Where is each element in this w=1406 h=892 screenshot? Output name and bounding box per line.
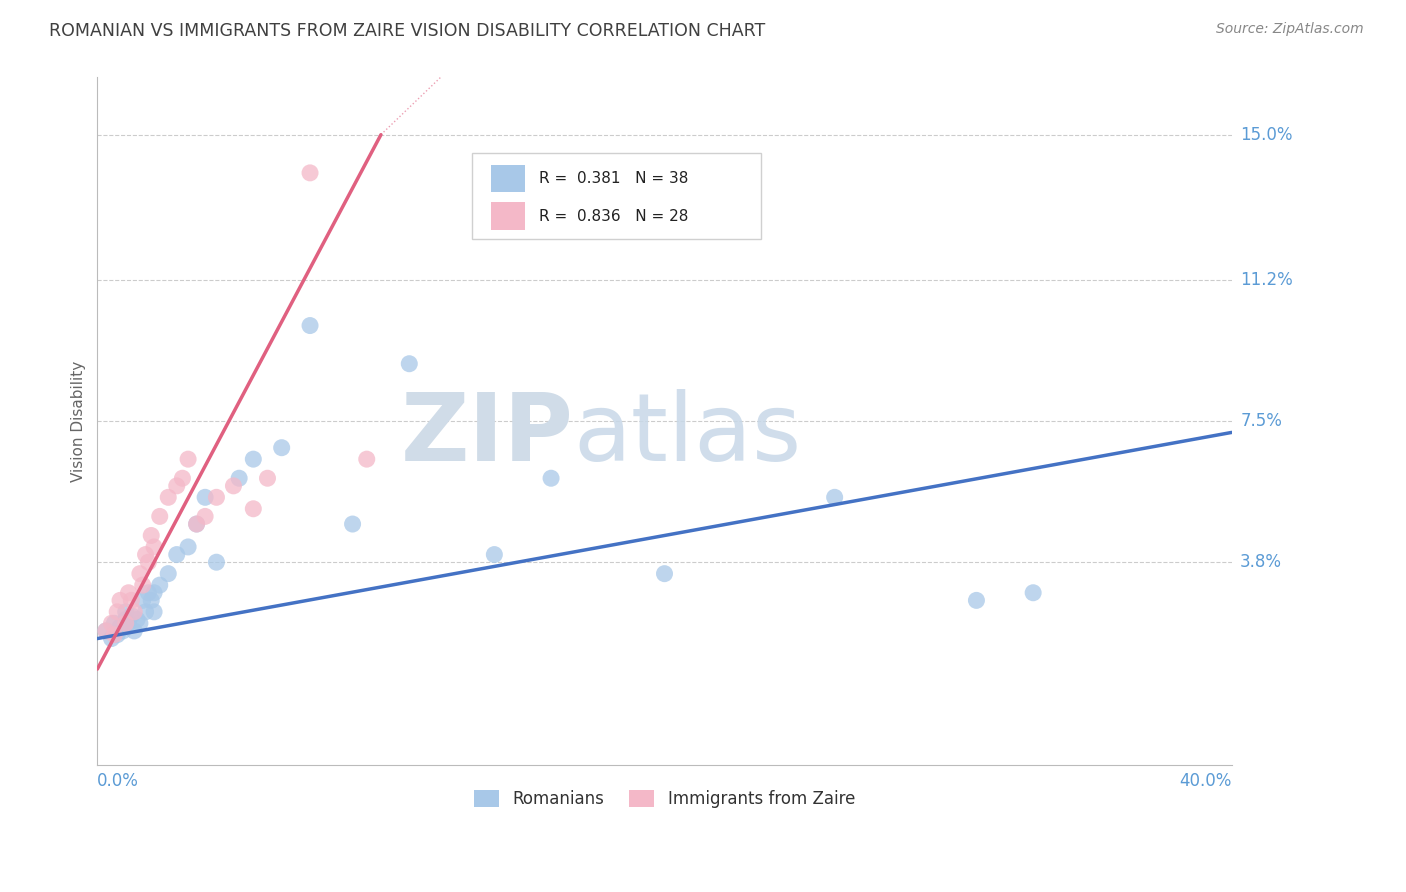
Point bbox=[103, 628, 125, 642]
Point bbox=[157, 491, 180, 505]
Text: ROMANIAN VS IMMIGRANTS FROM ZAIRE VISION DISABILITY CORRELATION CHART: ROMANIAN VS IMMIGRANTS FROM ZAIRE VISION… bbox=[49, 22, 765, 40]
Text: ZIP: ZIP bbox=[401, 389, 574, 481]
Point bbox=[228, 471, 250, 485]
Point bbox=[186, 516, 208, 531]
Point bbox=[122, 605, 145, 619]
Point bbox=[194, 491, 217, 505]
Point bbox=[149, 509, 172, 524]
Point bbox=[94, 624, 117, 638]
Point bbox=[138, 555, 160, 569]
Point bbox=[141, 528, 163, 542]
Legend: Romanians, Immigrants from Zaire: Romanians, Immigrants from Zaire bbox=[467, 783, 862, 814]
Point bbox=[108, 593, 131, 607]
Point bbox=[128, 616, 150, 631]
Point bbox=[143, 540, 166, 554]
Text: Source: ZipAtlas.com: Source: ZipAtlas.com bbox=[1216, 22, 1364, 37]
Point bbox=[299, 318, 322, 333]
Point bbox=[149, 578, 172, 592]
Point bbox=[138, 586, 160, 600]
Text: atlas: atlas bbox=[574, 389, 801, 481]
Point bbox=[270, 441, 292, 455]
Point bbox=[125, 612, 148, 626]
Point bbox=[172, 471, 194, 485]
Text: R =  0.381   N = 38: R = 0.381 N = 38 bbox=[538, 171, 688, 186]
FancyBboxPatch shape bbox=[471, 153, 761, 239]
Point bbox=[132, 593, 155, 607]
Point bbox=[540, 471, 562, 485]
Text: 11.2%: 11.2% bbox=[1240, 271, 1294, 289]
Point bbox=[342, 516, 364, 531]
Point bbox=[114, 616, 136, 631]
Point bbox=[100, 616, 122, 631]
Point bbox=[194, 509, 217, 524]
Point bbox=[654, 566, 676, 581]
Point bbox=[186, 516, 208, 531]
Point bbox=[105, 605, 128, 619]
Point bbox=[242, 452, 264, 467]
Text: 40.0%: 40.0% bbox=[1180, 772, 1232, 790]
Point bbox=[120, 593, 142, 607]
Point bbox=[103, 616, 125, 631]
Point bbox=[132, 578, 155, 592]
Point bbox=[299, 166, 322, 180]
Point bbox=[205, 555, 228, 569]
Point bbox=[177, 540, 200, 554]
Point bbox=[484, 548, 506, 562]
Point bbox=[114, 612, 136, 626]
Point bbox=[135, 605, 157, 619]
Point bbox=[122, 624, 145, 638]
Text: 0.0%: 0.0% bbox=[97, 772, 139, 790]
Point bbox=[141, 593, 163, 607]
Point bbox=[94, 624, 117, 638]
Point bbox=[398, 357, 420, 371]
Point bbox=[143, 605, 166, 619]
Point bbox=[166, 548, 188, 562]
FancyBboxPatch shape bbox=[491, 202, 524, 230]
Y-axis label: Vision Disability: Vision Disability bbox=[72, 360, 86, 482]
Point bbox=[1022, 586, 1045, 600]
Point bbox=[100, 632, 122, 646]
Point bbox=[166, 479, 188, 493]
Point bbox=[117, 586, 139, 600]
Point bbox=[120, 608, 142, 623]
Point bbox=[222, 479, 245, 493]
Text: 7.5%: 7.5% bbox=[1240, 412, 1282, 430]
Point bbox=[105, 628, 128, 642]
Text: 15.0%: 15.0% bbox=[1240, 126, 1292, 144]
Point bbox=[205, 491, 228, 505]
Point bbox=[114, 605, 136, 619]
Point bbox=[128, 566, 150, 581]
Point bbox=[177, 452, 200, 467]
Text: R =  0.836   N = 28: R = 0.836 N = 28 bbox=[538, 209, 688, 224]
Point bbox=[157, 566, 180, 581]
FancyBboxPatch shape bbox=[491, 165, 524, 192]
Point bbox=[111, 624, 134, 638]
Point bbox=[108, 620, 131, 634]
Point bbox=[965, 593, 987, 607]
Text: 3.8%: 3.8% bbox=[1240, 553, 1282, 571]
Point bbox=[135, 548, 157, 562]
Point bbox=[143, 586, 166, 600]
Point bbox=[356, 452, 378, 467]
Point bbox=[242, 501, 264, 516]
Point bbox=[824, 491, 846, 505]
Point bbox=[256, 471, 278, 485]
Point bbox=[117, 616, 139, 631]
